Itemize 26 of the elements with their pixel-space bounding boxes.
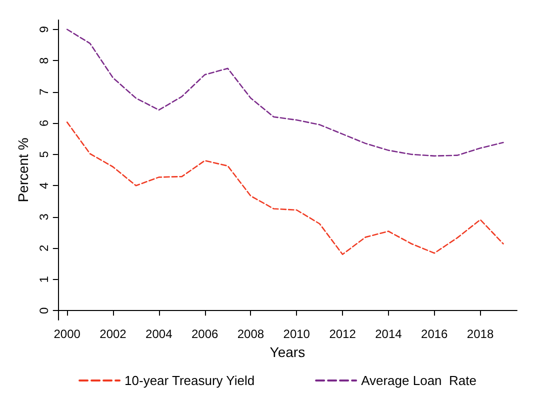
y-tick-label: 5 xyxy=(36,150,51,158)
x-tick-label: 2010 xyxy=(283,327,310,341)
x-axis-title: Years xyxy=(270,344,306,360)
y-tick-label: 4 xyxy=(36,182,51,189)
y-tick-label: 6 xyxy=(36,119,51,126)
legend-label: Average Loan Rate xyxy=(361,373,476,388)
y-tick-label: 9 xyxy=(36,26,51,33)
y-axis-title: Percent % xyxy=(15,138,31,202)
x-tick-label: 2014 xyxy=(375,327,402,341)
y-tick-label: 8 xyxy=(36,56,51,64)
y-tick-label: 7 xyxy=(36,88,51,96)
line-series xyxy=(66,28,504,157)
x-tick-label: 2016 xyxy=(421,327,448,341)
x-tick-label: 2008 xyxy=(237,327,264,341)
y-tick-label: 3 xyxy=(36,213,51,220)
x-tick-label: 2018 xyxy=(466,327,494,341)
x-tick-label: 2002 xyxy=(100,327,127,341)
y-tick-label: 2 xyxy=(36,244,51,252)
x-tick-label: 2000 xyxy=(54,327,81,341)
y-tick-label: 0 xyxy=(36,306,51,314)
line-series xyxy=(66,122,504,256)
x-tick-label: 2012 xyxy=(329,327,356,341)
y-tick-label: 1 xyxy=(36,276,51,283)
legend-label: 10-year Treasury Yield xyxy=(124,373,255,388)
x-tick-label: 2004 xyxy=(146,327,173,341)
x-tick-label: 2006 xyxy=(191,327,218,341)
